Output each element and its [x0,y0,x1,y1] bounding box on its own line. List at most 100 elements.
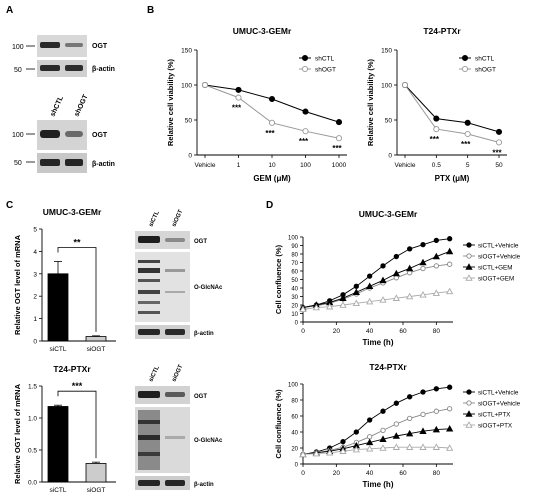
y-tick-label: 0 [388,153,392,160]
bar-siCTL [47,406,69,483]
data-point-siCTL+Vehicle [393,253,399,260]
y-tick-label: 40 [291,286,298,292]
x-tick-label: siOGT [87,487,106,494]
legend-label: siCTL+Vehicle [478,389,519,396]
x-tick-label: Vehicle [195,162,216,169]
legend-marker [466,389,472,395]
band-label-ogt-c-bottom: OGT [194,394,207,400]
data-point-shOGT [268,119,276,126]
y-tick-label: 60 [291,414,298,420]
series-line-siCTL+PTX [302,428,450,455]
data-point-siCTL+Vehicle [447,384,453,390]
data-point-siCTL+GEM [392,269,400,277]
series-line-shOGT [404,84,500,143]
data-point-shOGT [302,128,309,135]
panel-d-letter: D [266,200,273,211]
data-point-siOGT+PTX [352,445,360,453]
data-point-siCTL+PTX [432,425,440,433]
x-tick-label: 20 [333,470,341,477]
data-point-siCTL+Vehicle [353,429,359,435]
y-tick-label: 150 [181,48,192,55]
data-point-siCTL+Vehicle [407,394,413,400]
data-point-shOGT [433,126,440,133]
data-point-siCTL+Vehicle [393,400,399,406]
legend-marker [465,263,473,270]
data-point-siOGT+PTX [432,443,440,450]
y-tick-label: 100 [288,382,299,388]
data-point-siCTL+Vehicle [433,237,439,244]
blot-a1 [37,35,87,77]
y-axis-label: Relative OGT level of mRNA [13,234,22,335]
data-point-shOGT [401,81,409,89]
y-tick-label: 50 [385,118,393,125]
x-tick-label: 60 [399,328,407,335]
data-point-siCTL+Vehicle [447,236,453,242]
y-tick-label: 10 [291,312,298,318]
panel-c-letter: C [6,200,13,211]
data-point-siCTL+PTX [406,429,414,437]
legend-label: shCTL [315,56,335,63]
legend-label: shCTL [475,56,495,63]
data-point-siCTL+GEM [406,264,414,272]
chart-title: T24-PTXr [53,364,91,374]
lane-label-siogt-top: siOGT [171,209,184,228]
chart-title: UMUC-3-GEMr [359,209,418,219]
data-point-shCTL [335,119,343,126]
y-axis-label: Cell confluence (%) [274,244,283,314]
data-point-siCTL+PTX [392,432,400,439]
x-axis-label: Time (h) [363,480,394,489]
x-tick-label: siCTL [50,487,67,494]
data-point-siCTL+PTX [366,438,374,446]
legend-label: siOGT+Vehicle [478,400,521,407]
bar-siOGT [85,336,107,342]
blot-c-top: siCTL siOGT OGT O-GlcNAc β-actin [135,209,223,339]
legend-label: siOGT+Vehicle [478,253,521,260]
y-tick-label: 100 [288,235,299,241]
data-point-siOGT+GEM [352,299,360,307]
data-point-shOGT [495,139,503,146]
significance-marker: *** [332,144,342,153]
data-point-siOGT+Vehicle [393,421,399,427]
series-line-siCTL+Vehicle [302,386,450,455]
y-tick-label: 3 [33,271,37,278]
band-label-actin-c-top: β-actin [194,331,214,337]
y-axis-label: Relative OGT level of mRNA [13,383,22,484]
series-line-shCTL [404,84,500,133]
band-label-oglcnac-c-top: O-GlcNAc [194,285,223,291]
chart-b2-viability-ptx: T24-PTXr 0 50 100 150 Vehicle 0.5 5 50 PTX (μM) Re… [366,26,507,183]
data-point-siCTL+Vehicle [433,386,439,392]
data-point-siOGT+PTX [446,444,454,451]
marker-100-a1: 100 [12,44,24,51]
chart-c1-mrna-umuc: UMUC-3-GEMr 0 1 2 3 4 5 siCTL siOGT ** Relative OG… [13,207,116,353]
legend-label: shOGT [315,67,336,74]
legend-label: siCTL+Vehicle [478,242,519,249]
chart-title: T24-PTXr [369,362,407,372]
legend-label: siCTL+PTX [478,411,511,418]
data-point-siOGT+Vehicle [433,408,439,414]
significance-marker: *** [430,135,440,144]
y-tick-label: 1.5 [28,384,37,391]
lane-label-siogt-bottom: siOGT [171,364,184,383]
significance-marker: *** [299,137,309,146]
series-line-siOGT+GEM [302,290,450,310]
panel-b-letter: B [147,5,154,16]
y-tick-label: 2 [33,294,37,301]
series-line-shCTL [204,84,340,123]
x-tick-label: 10 [268,162,276,169]
data-point-siCTL+GEM [366,282,374,290]
data-point-siCTL+Vehicle [407,246,413,252]
marker-100-a2: 100 [12,132,24,139]
data-point-shCTL [302,108,309,115]
data-point-shOGT [201,81,209,89]
data-point-siOGT+GEM [299,305,307,312]
y-tick-label: 0 [188,153,192,160]
data-point-siOGT+GEM [446,287,454,295]
x-tick-label: 5 [466,162,470,169]
data-point-siOGT+Vehicle [447,406,453,412]
y-tick-label: 0 [295,462,299,468]
significance-marker: *** [461,140,471,149]
y-axis-label: Relative cell viability (%) [166,58,175,146]
y-tick-label: 0 [33,339,37,346]
y-tick-label: 20 [291,303,298,309]
chart-title: UMUC-3-GEMr [233,26,292,36]
